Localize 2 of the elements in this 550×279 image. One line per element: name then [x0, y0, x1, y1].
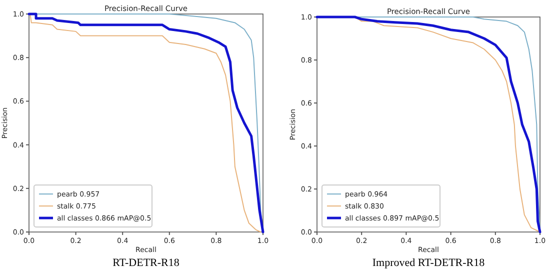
text: RT-DETR-R18 [112, 257, 180, 269]
text: Improved RT-DETR-R18 [372, 257, 486, 269]
